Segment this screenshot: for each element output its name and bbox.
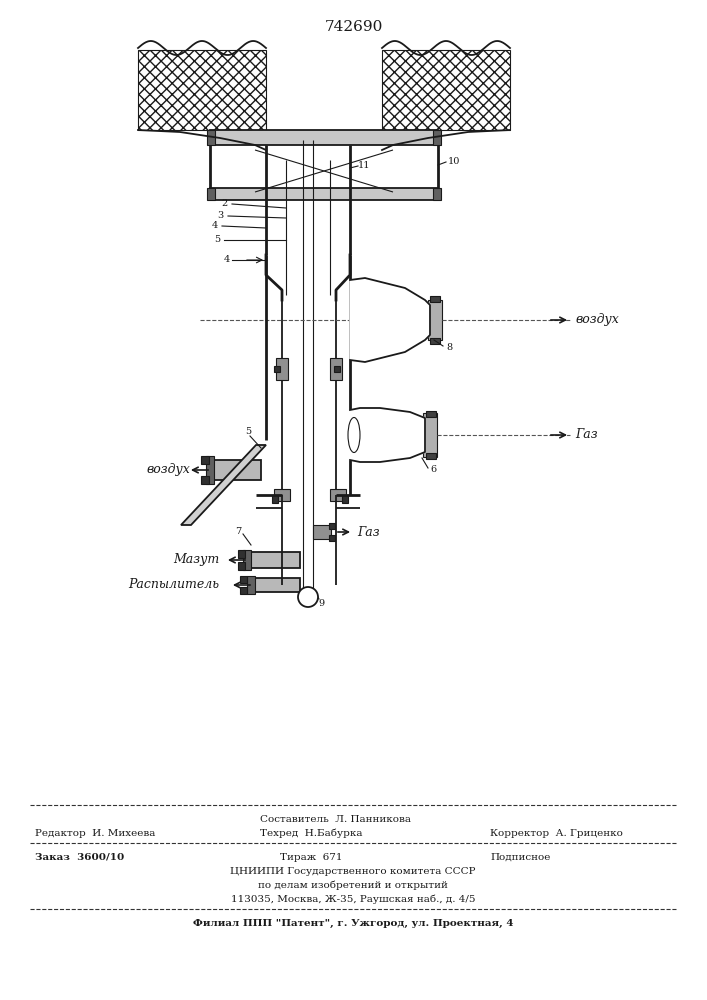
Text: Газ: Газ xyxy=(575,428,597,442)
Polygon shape xyxy=(181,445,266,525)
Bar xyxy=(206,456,214,484)
Bar xyxy=(334,366,340,372)
Bar xyxy=(238,562,245,570)
Text: Техред  Н.Бабурка: Техред Н.Бабурка xyxy=(260,828,363,838)
Text: Редактор  И. Михеева: Редактор И. Михеева xyxy=(35,828,156,838)
Bar xyxy=(238,550,245,558)
Bar xyxy=(426,411,436,417)
Bar xyxy=(426,453,436,459)
Text: 6: 6 xyxy=(430,466,436,475)
Text: Мазут: Мазут xyxy=(173,554,219,566)
Bar xyxy=(243,550,251,570)
Bar xyxy=(247,576,255,594)
Bar xyxy=(240,576,247,583)
Bar xyxy=(138,50,266,130)
Text: 113035, Москва, Ж-35, Раушская наб., д. 4/5: 113035, Москва, Ж-35, Раушская наб., д. … xyxy=(230,894,475,904)
Text: по делам изобретений и открытий: по делам изобретений и открытий xyxy=(258,880,448,890)
Ellipse shape xyxy=(348,418,360,452)
Text: 9: 9 xyxy=(318,598,324,607)
Bar xyxy=(272,495,278,503)
Text: 5: 5 xyxy=(245,428,251,436)
Polygon shape xyxy=(350,408,425,462)
Text: 10: 10 xyxy=(448,157,460,166)
Bar xyxy=(330,489,346,501)
Text: Составитель  Л. Панникова: Составитель Л. Панникова xyxy=(260,814,411,824)
Bar xyxy=(430,338,440,344)
Text: ЦНИИПИ Государственного комитета СССР: ЦНИИПИ Государственного комитета СССР xyxy=(230,866,476,876)
Bar xyxy=(207,130,215,145)
Text: 2: 2 xyxy=(222,200,228,209)
Bar xyxy=(433,188,441,200)
Text: воздух: воздух xyxy=(575,314,619,326)
Bar xyxy=(382,50,510,130)
Text: Распылитель: Распылитель xyxy=(128,578,219,591)
Text: Газ: Газ xyxy=(357,526,380,538)
Bar xyxy=(210,130,438,145)
Bar xyxy=(430,296,440,302)
Circle shape xyxy=(298,587,318,607)
Bar xyxy=(211,460,261,480)
Text: 3: 3 xyxy=(218,212,224,221)
Polygon shape xyxy=(350,278,430,362)
Bar xyxy=(210,188,438,200)
Text: Заказ  3600/10: Заказ 3600/10 xyxy=(35,852,124,861)
Bar xyxy=(248,552,300,568)
Bar xyxy=(329,523,335,529)
Bar xyxy=(240,587,247,594)
Bar xyxy=(423,413,437,457)
Text: 4: 4 xyxy=(212,222,218,231)
Bar xyxy=(329,535,335,541)
Bar xyxy=(342,495,348,503)
Text: 742690: 742690 xyxy=(325,20,383,34)
Bar xyxy=(201,456,209,464)
Text: 5: 5 xyxy=(214,235,220,244)
Text: Тираж  671: Тираж 671 xyxy=(280,852,342,861)
Text: Подписное: Подписное xyxy=(490,852,550,861)
Bar xyxy=(276,358,288,380)
Bar xyxy=(207,188,215,200)
Text: воздух: воздух xyxy=(146,464,189,477)
Bar xyxy=(201,476,209,484)
Text: 8: 8 xyxy=(446,344,452,353)
Bar xyxy=(428,300,442,340)
Text: Филиал ППП "Патент", г. Ужгород, ул. Проектная, 4: Филиал ППП "Патент", г. Ужгород, ул. Про… xyxy=(193,918,513,928)
Bar xyxy=(433,130,441,145)
Bar xyxy=(313,525,331,539)
Bar xyxy=(330,358,342,380)
Text: 4: 4 xyxy=(223,255,230,264)
Text: Корректор  А. Гриценко: Корректор А. Гриценко xyxy=(490,828,623,838)
Bar xyxy=(274,366,280,372)
Bar xyxy=(274,489,290,501)
Text: 11: 11 xyxy=(358,161,370,170)
Text: 7: 7 xyxy=(235,528,241,536)
Bar xyxy=(253,578,300,592)
